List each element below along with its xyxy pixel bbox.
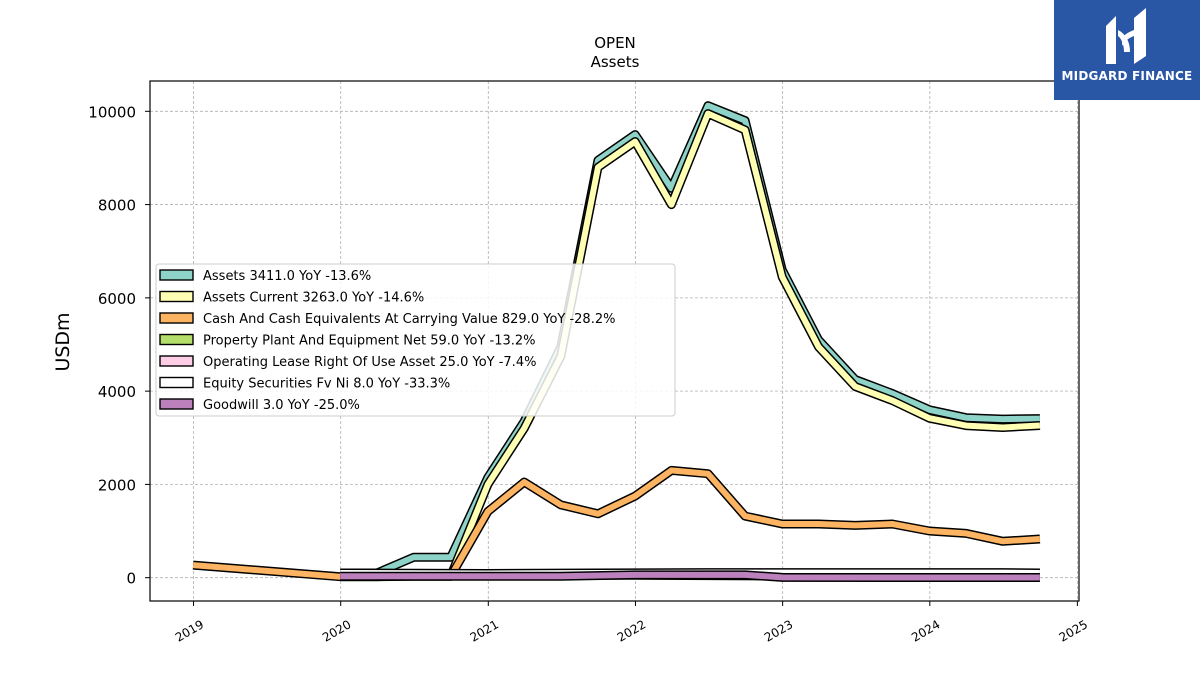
legend-item: Assets 3411.0 YoY -13.6% <box>159 269 371 284</box>
y-axis: 0 2000 4000 6000 8000 10000 <box>88 103 150 588</box>
legend-swatch <box>159 269 194 281</box>
y-tick-label: 0 <box>126 570 136 588</box>
x-tick-label: 2021 <box>468 617 501 644</box>
x-tick-label: 2019 <box>173 617 206 644</box>
x-tick-label: 2022 <box>615 617 648 644</box>
y-tick-label: 4000 <box>98 383 136 401</box>
legend-box <box>155 263 676 417</box>
legend-swatch <box>159 398 194 410</box>
legend-swatch <box>159 333 194 346</box>
y-tick-label: 8000 <box>98 197 136 215</box>
y-tick-label: 2000 <box>98 476 136 494</box>
y-tick-label: 10000 <box>88 103 136 121</box>
series-line <box>340 570 1040 582</box>
x-axis: 2019 2020 2021 2022 2023 2024 2025 <box>173 601 1090 645</box>
legend-swatch <box>159 312 194 324</box>
x-tick-label: 2024 <box>909 617 942 644</box>
y-tick-label: 6000 <box>98 290 136 308</box>
legend-label: Assets Current 3263.0 YoY -14.6% <box>203 291 424 306</box>
x-tick-label: 2025 <box>1057 617 1090 644</box>
legend-swatch <box>159 376 194 389</box>
legend-label: Goodwill 3.0 YoY -25.0% <box>203 398 360 413</box>
series-line-fill <box>340 102 1040 576</box>
chart-subtitle: Assets <box>591 53 640 71</box>
series-line <box>192 465 1041 582</box>
y-axis-label: USDm <box>52 312 74 371</box>
legend-label: Operating Lease Right Of Use Asset 25.0 … <box>203 355 536 370</box>
legend-item: Goodwill 3.0 YoY -25.0% <box>159 398 360 413</box>
legend-label: Equity Securities Fv Ni 8.0 YoY -33.3% <box>203 377 450 392</box>
brand-logo: MIDGARD FINANCE <box>1054 0 1200 100</box>
series-line-outline <box>192 465 1041 582</box>
legend-item: Property Plant And Equipment Net 59.0 Yo… <box>159 333 536 349</box>
legend-item: Assets Current 3263.0 YoY -14.6% <box>159 290 424 306</box>
plot-frame <box>149 80 1080 602</box>
legend-item: Equity Securities Fv Ni 8.0 YoY -33.3% <box>159 376 450 392</box>
x-tick-label: 2023 <box>762 617 795 644</box>
legend-swatch <box>159 290 194 303</box>
x-tick-label: 2020 <box>320 617 353 644</box>
series-layer <box>192 101 1041 582</box>
brand-mark-icon <box>1106 8 1146 64</box>
chart-title: OPEN <box>594 34 636 52</box>
legend: Assets 3411.0 YoY -13.6% Assets Current 3… <box>155 263 676 417</box>
series-line <box>340 101 1040 578</box>
legend-item: Operating Lease Right Of Use Asset 25.0 … <box>159 355 536 370</box>
legend-swatch <box>159 355 194 367</box>
brand-name: MIDGARD FINANCE <box>1061 69 1193 83</box>
legend-label: Cash And Cash Equivalents At Carrying Va… <box>203 312 615 327</box>
legend-label: Assets 3411.0 YoY -13.6% <box>203 269 371 284</box>
legend-label: Property Plant And Equipment Net 59.0 Yo… <box>203 334 536 349</box>
series-line-fill <box>340 571 1040 581</box>
legend-item: Cash And Cash Equivalents At Carrying Va… <box>159 312 615 327</box>
